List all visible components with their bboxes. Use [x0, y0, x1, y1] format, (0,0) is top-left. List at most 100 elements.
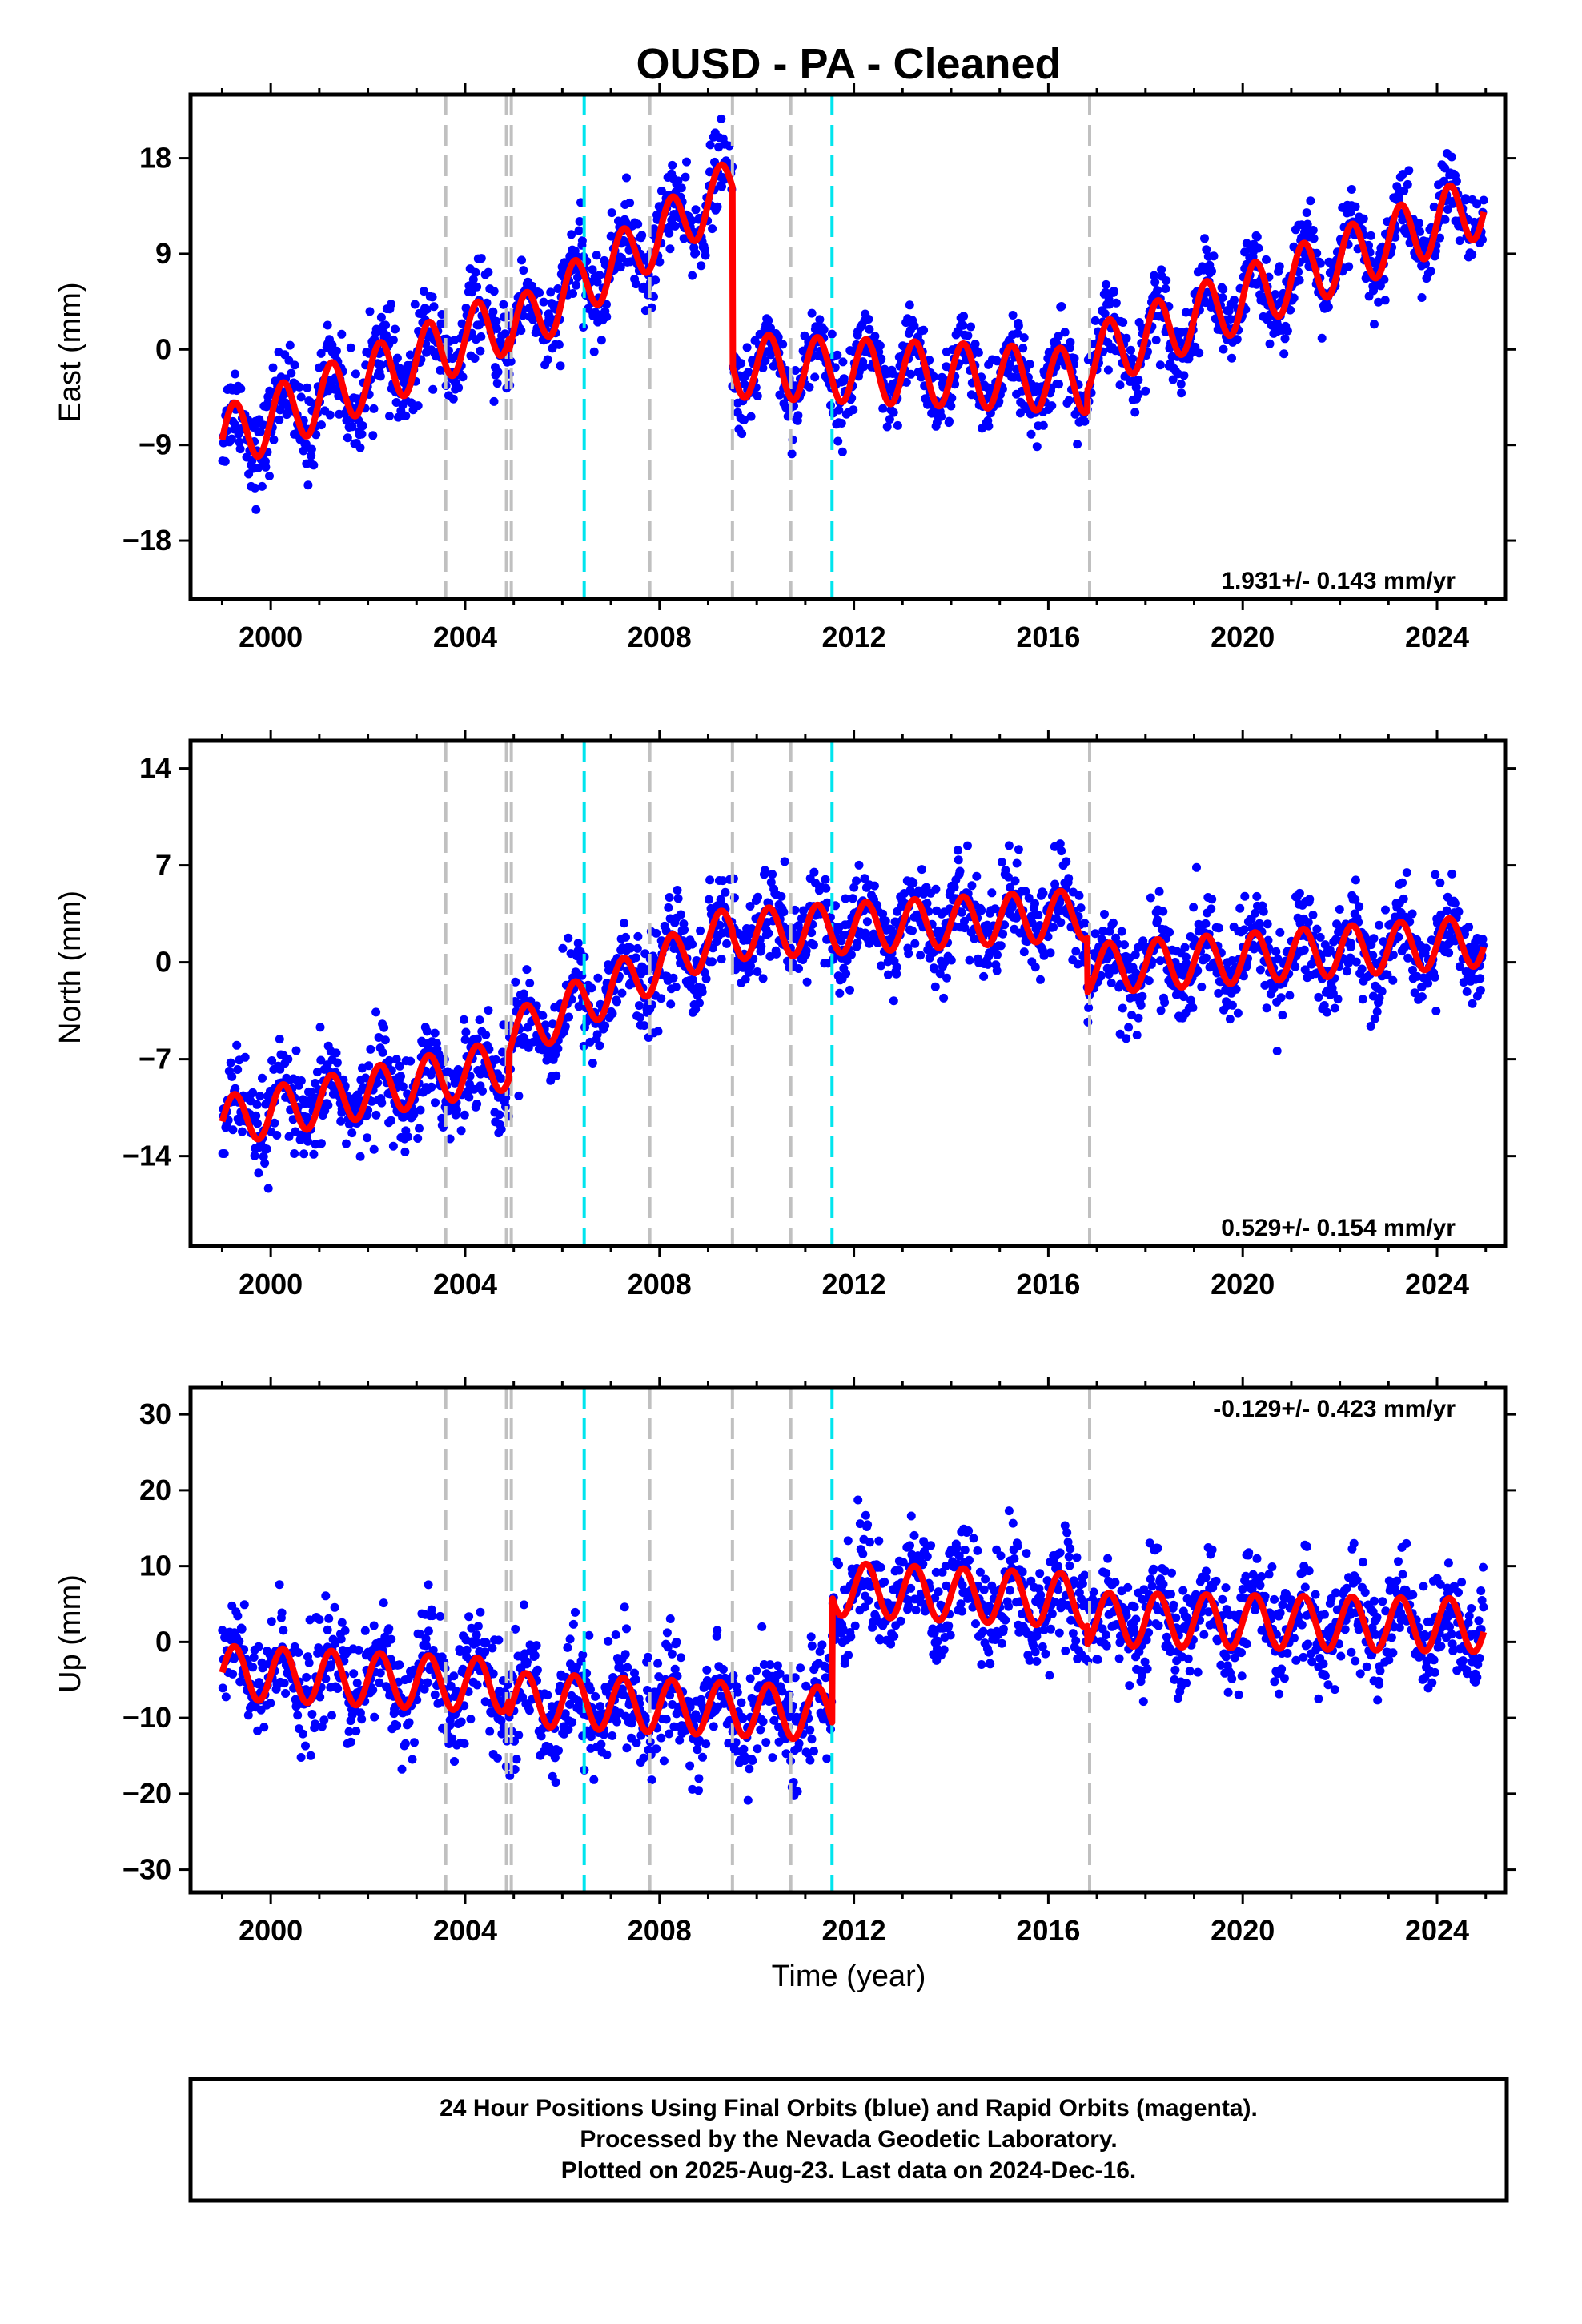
up-data-point: [456, 1717, 466, 1727]
east-data-point: [1283, 326, 1292, 336]
east-data-point: [651, 275, 661, 285]
north-data-point: [1006, 883, 1015, 892]
north-data-point: [909, 879, 918, 887]
up-data-point: [796, 1663, 805, 1673]
north-data-point: [587, 983, 596, 993]
east-data-point: [670, 221, 680, 231]
north-data-point: [460, 1110, 469, 1120]
north-data-point: [519, 989, 528, 999]
up-data-point: [653, 1659, 663, 1668]
east-panel: 2000 2004 2008 2012 2016 2020 2024−18−90918Eas…: [54, 83, 1516, 653]
north-data-point: [478, 1086, 487, 1096]
north-data-point: [452, 1105, 461, 1115]
north-data-point: [841, 894, 850, 903]
north-data-point: [1259, 907, 1268, 916]
east-data-point: [1374, 297, 1383, 307]
east-data-point: [499, 300, 508, 309]
north-data-point: [1138, 936, 1148, 946]
north-data-point: [315, 1023, 325, 1032]
north-data-point: [1476, 986, 1485, 995]
north-data-point: [404, 1132, 413, 1142]
north-data-point: [972, 871, 982, 881]
up-data-point: [584, 1630, 594, 1640]
east-data-point: [974, 348, 983, 357]
east-data-point: [1162, 276, 1171, 285]
east-data-point: [787, 449, 797, 459]
east-data-point: [815, 315, 825, 324]
up-data-point: [404, 1718, 414, 1727]
east-data-point: [1366, 231, 1375, 240]
north-data-point: [688, 939, 697, 949]
east-data-point: [945, 416, 954, 426]
north-data-point: [283, 1055, 293, 1064]
east-data-point: [1131, 383, 1141, 392]
north-data-point: [1118, 1003, 1127, 1013]
north-data-point: [1000, 920, 1010, 930]
east-data-point: [577, 236, 587, 246]
east-data-point: [637, 231, 647, 240]
east-data-point: [1057, 302, 1066, 311]
north-data-point: [1398, 878, 1407, 887]
up-data-point: [554, 1746, 563, 1755]
up-data-point: [424, 1580, 433, 1590]
east-data-point: [269, 435, 279, 444]
up-data-point: [612, 1717, 621, 1727]
up-data-point: [611, 1630, 620, 1639]
up-data-point: [702, 1665, 712, 1675]
north-data-point: [1278, 1011, 1287, 1020]
up-data-point: [294, 1648, 303, 1657]
up-data-point: [806, 1632, 816, 1642]
east-data-point: [1227, 353, 1236, 363]
east-data-point: [357, 429, 367, 439]
north-data-point: [721, 887, 730, 897]
north-data-point: [1421, 943, 1431, 953]
up-data-point: [369, 1621, 379, 1630]
east-data-point: [413, 401, 423, 411]
east-data-point: [546, 287, 556, 297]
east-data-point: [633, 219, 643, 229]
east-data-point: [1161, 284, 1170, 293]
north-data-point: [1357, 964, 1367, 974]
north-x-tick-label: 2004: [433, 1268, 497, 1301]
north-data-point: [992, 966, 1002, 975]
east-data-point: [1461, 195, 1471, 205]
north-data-point: [430, 1028, 440, 1038]
north-data-point: [384, 1055, 394, 1065]
north-data-point: [1021, 887, 1030, 896]
up-data-point: [221, 1692, 231, 1702]
north-data-point: [990, 904, 1000, 914]
north-data-point: [1399, 894, 1408, 903]
east-data-point: [448, 394, 458, 404]
east-data-point: [775, 390, 785, 400]
north-data-point: [666, 999, 676, 1009]
north-data-point: [1105, 927, 1114, 936]
east-data-point: [1344, 262, 1354, 271]
north-data-point: [1181, 952, 1191, 962]
north-data-point: [272, 1131, 282, 1140]
north-data-point: [1325, 945, 1335, 955]
north-data-point: [248, 1088, 258, 1097]
east-data-point: [351, 369, 360, 379]
east-data-point: [556, 361, 565, 371]
north-data-point: [636, 1013, 645, 1022]
north-data-point: [1323, 1007, 1331, 1017]
east-data-point: [303, 480, 313, 490]
east-data-point: [1447, 152, 1456, 162]
east-data-point: [516, 326, 526, 336]
east-data-point: [376, 360, 386, 370]
north-data-point: [331, 1048, 341, 1058]
north-data-point: [250, 1151, 259, 1160]
east-data-point: [889, 408, 898, 417]
east-data-point: [595, 271, 604, 280]
north-data-point: [656, 994, 666, 1003]
north-data-point: [495, 1110, 504, 1120]
north-data-point: [323, 1100, 333, 1110]
north-data-point: [1239, 925, 1249, 935]
east-data-point: [388, 335, 398, 344]
east-data-point: [688, 271, 697, 280]
north-x-tick-label: 2020: [1211, 1268, 1275, 1301]
north-data-point: [1115, 1029, 1125, 1039]
north-data-point: [564, 1012, 573, 1022]
north-data-point: [1388, 975, 1398, 985]
east-data-point: [470, 354, 480, 363]
